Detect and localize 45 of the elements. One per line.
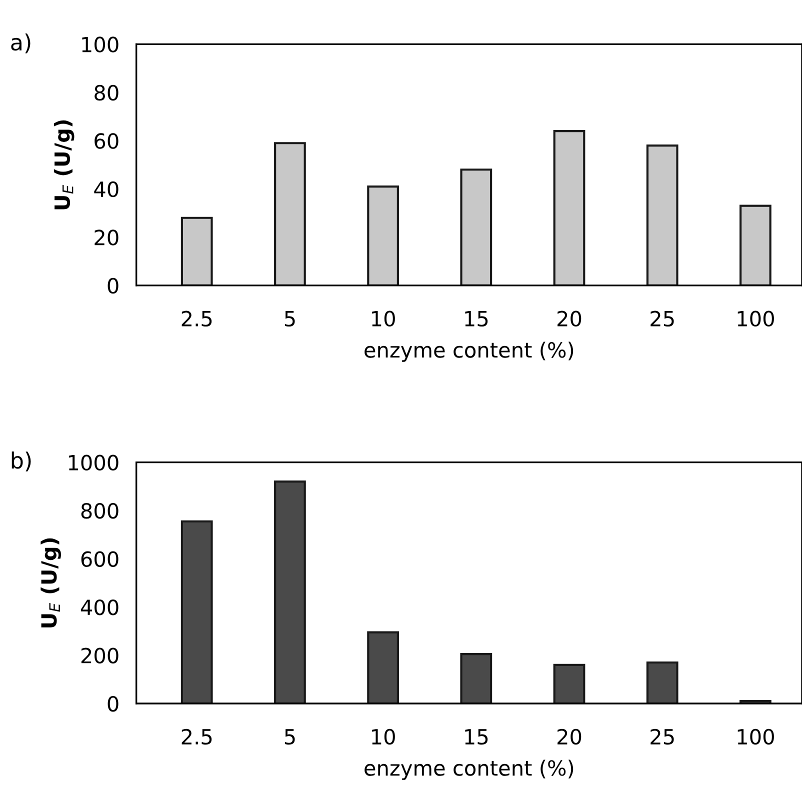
x-axis-title: enzyme content (%) [364, 342, 574, 362]
y-tick-label: 100 [82, 36, 118, 52]
bar [740, 204, 772, 286]
x-tick-label: 100 [738, 728, 774, 745]
x-tick-label: 20 [558, 310, 582, 327]
x-tick-label: 5 [284, 311, 295, 327]
bar [460, 168, 492, 286]
y-tick-label: 1000 [68, 454, 118, 471]
x-tick-label: 100 [738, 310, 774, 327]
y-tick-label: 0 [108, 696, 118, 712]
bar [646, 661, 678, 704]
x-tick-label: 25 [650, 728, 674, 745]
x-tick-label: 20 [558, 728, 582, 745]
x-tick-label: 2.5 [182, 310, 212, 327]
chart-title: b) [12, 452, 31, 472]
y-tick-label: 0 [108, 278, 118, 294]
y-tick-label: 600 [81, 551, 118, 567]
y-tick-label: 400 [80, 599, 118, 616]
bar [180, 520, 213, 704]
y-tick-label: 800 [81, 502, 118, 519]
x-tick-label: 10 [372, 728, 395, 745]
y-tick-label: 200 [81, 648, 118, 664]
y-axis-title: U$_{E}$ (U/g) [54, 120, 74, 210]
x-tick-label: 15 [465, 311, 488, 327]
bar [553, 664, 586, 704]
x-tick-label: 25 [650, 310, 674, 327]
y-tick-label: 20 [94, 230, 118, 246]
bar [274, 480, 306, 704]
x-tick-label: 15 [465, 729, 488, 745]
x-axis-title: enzyme content (%) [364, 760, 574, 780]
x-tick-label: 10 [372, 310, 395, 327]
x-tick-label: 2.5 [182, 728, 212, 745]
bar [367, 185, 399, 286]
chart-title: a) [11, 34, 30, 54]
bar [460, 653, 492, 704]
y-tick-label: 60 [94, 133, 118, 149]
bar [180, 216, 213, 286]
bar [274, 142, 306, 286]
bar [646, 144, 678, 286]
x-tick-label: 5 [284, 729, 295, 745]
bar [553, 130, 586, 286]
y-tick-label: 40 [94, 181, 118, 198]
bar [367, 631, 399, 704]
y-axis-title: U$_{E}$ (U/g) [40, 538, 61, 628]
y-tick-label: 80 [94, 84, 118, 101]
